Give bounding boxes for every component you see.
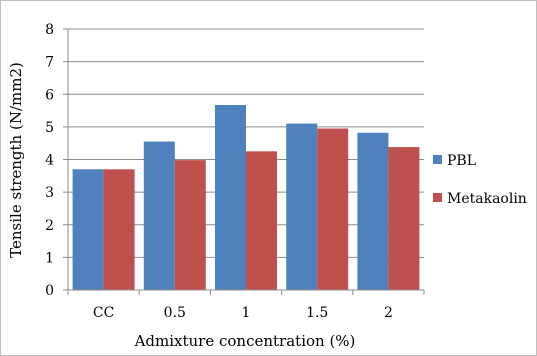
- bar-metakaolin-1: [246, 151, 277, 290]
- y-tick-label: 0: [45, 283, 54, 299]
- bar-pbl-2: [357, 132, 389, 290]
- legend: PBL Metakaolin: [433, 153, 527, 207]
- bar-metakaolin-cc: [103, 169, 135, 290]
- bar-metakaolin-0-5: [174, 160, 206, 290]
- y-tick-label: 1: [45, 250, 54, 266]
- x-tick-label: 0.5: [164, 305, 186, 321]
- x-tick-labels: CC 0.5 1 1.5 2: [93, 305, 393, 321]
- bar-pbl-cc: [72, 169, 104, 290]
- y-tick-label: 4: [45, 153, 54, 169]
- y-tick-label: 6: [45, 87, 54, 103]
- y-tick-label: 5: [45, 120, 54, 136]
- y-tick-label: 3: [45, 185, 54, 201]
- bar-pbl-1-5: [286, 123, 318, 290]
- bar-pbl-0-5: [143, 141, 175, 290]
- x-axis-title: Admixture concentration (%): [134, 332, 356, 350]
- y-tick-labels: 0 1 2 3 4 5 6 7 8: [45, 22, 68, 299]
- legend-swatch-pbl: [433, 155, 442, 164]
- bars: [72, 105, 420, 290]
- x-tick-label: 1: [242, 305, 251, 321]
- x-tick-label: 2: [384, 305, 393, 321]
- y-tick-label: 7: [45, 55, 54, 71]
- bar-metakaolin-1-5: [317, 128, 349, 290]
- legend-swatch-metakaolin: [433, 193, 442, 202]
- bar-pbl-1: [215, 105, 246, 290]
- y-tick-label: 2: [45, 218, 54, 234]
- bar-metakaolin-2: [388, 147, 420, 290]
- y-tick-label: 8: [45, 22, 54, 38]
- x-tick-label: 1.5: [306, 305, 328, 321]
- legend-label-metakaolin: Metakaolin: [447, 191, 527, 207]
- legend-label-pbl: PBL: [447, 153, 476, 169]
- x-tick-label: CC: [93, 305, 114, 321]
- y-axis-title: Tensile strength (N/mm2): [7, 62, 25, 258]
